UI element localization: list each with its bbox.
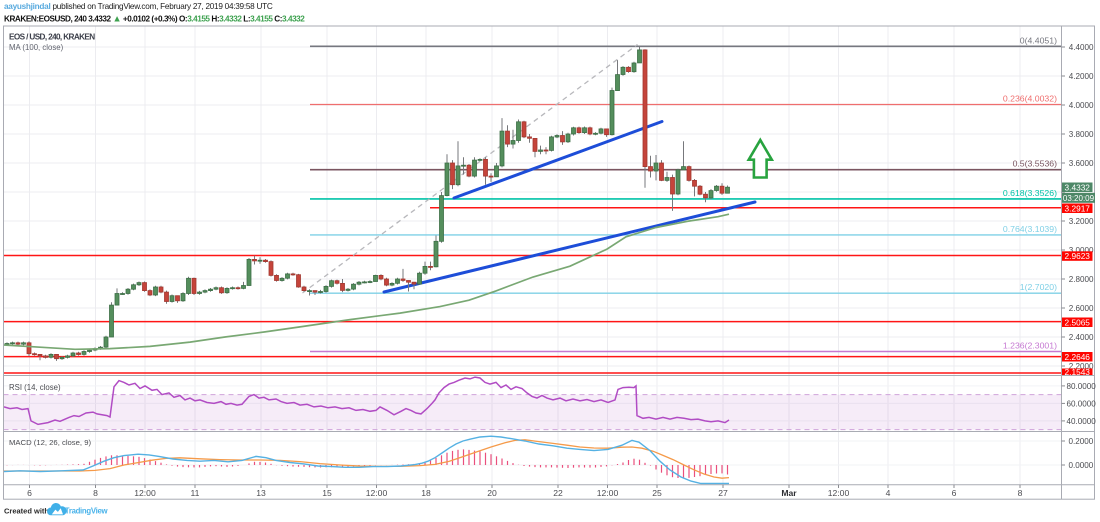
svg-text:6: 6: [27, 488, 32, 498]
svg-text:0.2000: 0.2000: [1069, 437, 1094, 446]
svg-text:TradingView: TradingView: [65, 507, 109, 516]
svg-text:2.4000: 2.4000: [1069, 333, 1094, 342]
svg-text:0(4.4051): 0(4.4051): [1020, 35, 1057, 45]
svg-text:4.2000: 4.2000: [1069, 72, 1094, 81]
svg-text:13: 13: [256, 488, 266, 498]
svg-text:12:00: 12:00: [134, 488, 156, 498]
svg-text:Created with: Created with: [4, 507, 49, 516]
svg-text:3.2000: 3.2000: [1069, 217, 1094, 226]
svg-text:KRAKEN:EOSUSD, 240 3.4332 ▲ +: KRAKEN:EOSUSD, 240 3.4332 ▲ +0.0102 (+0.…: [4, 14, 305, 24]
svg-text:80.0000: 80.0000: [1067, 382, 1097, 391]
svg-text:12:00: 12:00: [597, 488, 619, 498]
svg-text:2.8000: 2.8000: [1069, 275, 1094, 284]
svg-text:22: 22: [553, 488, 563, 498]
svg-text:03:20:09: 03:20:09: [1063, 194, 1095, 203]
svg-text:2.5065: 2.5065: [1065, 317, 1091, 327]
svg-text:3.8000: 3.8000: [1069, 130, 1094, 139]
svg-text:Mar: Mar: [781, 488, 797, 498]
svg-text:4: 4: [886, 488, 891, 498]
svg-text:4.0000: 4.0000: [1069, 101, 1094, 110]
svg-text:3.0000: 3.0000: [1069, 246, 1094, 255]
svg-text:2.6000: 2.6000: [1069, 304, 1094, 313]
svg-text:60.0000: 60.0000: [1067, 399, 1097, 408]
svg-text:RSI (14, close): RSI (14, close): [9, 383, 61, 392]
svg-text:6: 6: [952, 488, 957, 498]
svg-text:2.2646: 2.2646: [1065, 352, 1091, 362]
svg-text:11: 11: [191, 488, 200, 498]
svg-text:12:00: 12:00: [828, 488, 850, 498]
svg-text:2.9623: 2.9623: [1065, 251, 1091, 261]
svg-text:aayushjindal published on Trad: aayushjindal published on TradingView.co…: [4, 2, 273, 11]
svg-text:3.4332: 3.4332: [1065, 182, 1091, 192]
svg-text:8: 8: [93, 488, 98, 498]
svg-text:2.2000: 2.2000: [1069, 362, 1094, 371]
svg-text:1(2.7020): 1(2.7020): [1020, 282, 1057, 292]
svg-text:27: 27: [718, 488, 728, 498]
svg-text:0.618(3.3526): 0.618(3.3526): [1003, 188, 1057, 198]
svg-text:12:00: 12:00: [366, 488, 388, 498]
svg-text:MA (100, close): MA (100, close): [9, 43, 64, 52]
svg-text:0.764(3.1039): 0.764(3.1039): [1003, 224, 1057, 234]
svg-text:1.236(2.3001): 1.236(2.3001): [1003, 341, 1057, 351]
svg-text:0.0000: 0.0000: [1069, 461, 1094, 470]
svg-text:4.4000: 4.4000: [1069, 43, 1094, 52]
svg-text:0.236(4.0032): 0.236(4.0032): [1003, 94, 1057, 104]
svg-text:20: 20: [487, 488, 497, 498]
svg-text:18: 18: [421, 488, 431, 498]
svg-text:8: 8: [1018, 488, 1023, 498]
svg-text:0.5(3.5536): 0.5(3.5536): [1013, 159, 1058, 169]
svg-text:40.0000: 40.0000: [1067, 417, 1097, 426]
svg-text:25: 25: [652, 488, 662, 498]
svg-text:15: 15: [322, 488, 332, 498]
svg-text:2.1543: 2.1543: [1065, 367, 1091, 377]
svg-text:3.6000: 3.6000: [1069, 159, 1094, 168]
svg-text:EOS / USD, 240, KRAKEN: EOS / USD, 240, KRAKEN: [9, 33, 95, 42]
svg-text:3.2917: 3.2917: [1065, 203, 1091, 213]
svg-text:MACD (12, 26, close, 9): MACD (12, 26, close, 9): [9, 438, 91, 447]
